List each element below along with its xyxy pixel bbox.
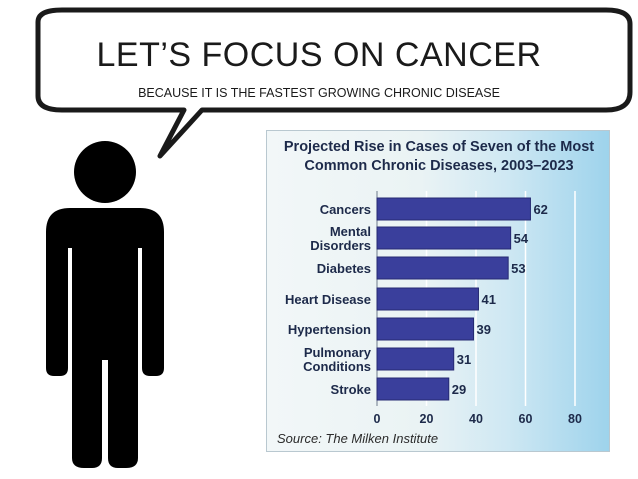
bar-value-label: 31: [457, 352, 471, 367]
speech-bubble-icon: [35, 7, 633, 159]
x-tick-label: 80: [568, 412, 582, 426]
bar: [376, 197, 531, 221]
person-body: [46, 208, 164, 468]
x-tick-label: 40: [469, 412, 483, 426]
x-tick-label: 20: [420, 412, 434, 426]
person-head: [74, 141, 136, 203]
category-label: Cancers: [320, 202, 371, 217]
category-label: Hypertension: [288, 322, 371, 337]
category-label: Conditions: [303, 359, 371, 374]
x-tick-label: 60: [519, 412, 533, 426]
chart-source-note: Source: The Milken Institute: [277, 431, 439, 446]
bar: [376, 377, 450, 401]
bar-value-label: 53: [511, 261, 525, 276]
x-tick-label: 0: [374, 412, 381, 426]
bar-value-label: 62: [533, 202, 547, 217]
bar-value-label: 41: [481, 292, 495, 307]
bar: [376, 287, 479, 311]
category-label: Pulmonary: [304, 345, 372, 360]
person-silhouette-icon: [46, 141, 164, 468]
bar-value-label: 29: [452, 382, 466, 397]
chart-panel: Projected Rise in Cases of Seven of the …: [266, 130, 610, 452]
bar-value-label: 54: [514, 231, 529, 246]
category-label: Diabetes: [317, 261, 371, 276]
category-label: Disorders: [310, 238, 371, 253]
bar: [376, 226, 512, 250]
category-label: Heart Disease: [285, 292, 371, 307]
bar: [376, 347, 455, 371]
chart-title-line-1: Projected Rise in Cases of Seven of the …: [283, 139, 595, 155]
category-label: Mental: [330, 224, 371, 239]
bar: [376, 256, 509, 280]
category-label: Stroke: [331, 382, 371, 397]
bar: [376, 317, 475, 341]
slide-subtitle: BECAUSE IT IS THE FASTEST GROWING CHRONI…: [138, 86, 500, 100]
slide-title: LET’S FOCUS ON CANCER: [96, 36, 542, 74]
bar-value-label: 39: [477, 322, 491, 337]
chart-title-line-2: Common Chronic Diseases, 2003–2023: [304, 158, 574, 174]
